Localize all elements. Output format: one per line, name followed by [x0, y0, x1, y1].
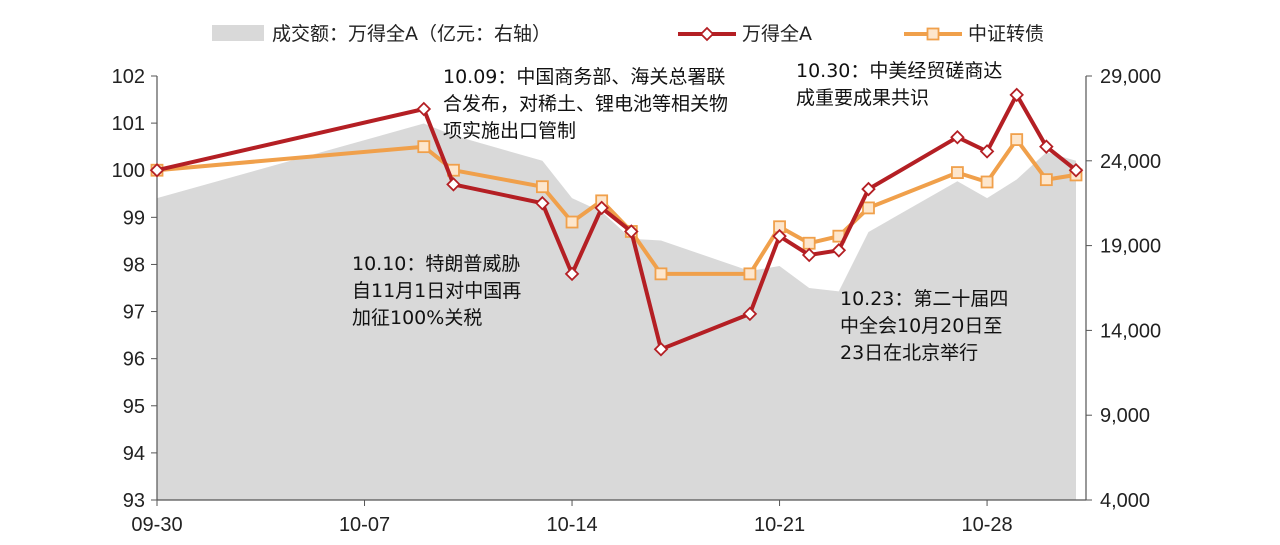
- data-point-wind-all-a: [861, 181, 876, 197]
- data-point-csi-convertible-bond: [1039, 173, 1053, 187]
- legend-item-wind-all-a: 万得全A: [678, 23, 812, 45]
- data-point-wind-all-a: [446, 177, 461, 192]
- annotation-line: 23日在北京举行: [840, 342, 978, 364]
- data-point-csi-convertible-bond: [862, 201, 875, 215]
- y-tick-label-right: 19,000: [1100, 236, 1161, 258]
- data-point-wind-all-a: [1039, 139, 1054, 154]
- data-point-wind-all-a: [801, 247, 817, 263]
- legend-label-csi-convertible-bond: 中证转债: [968, 23, 1044, 45]
- data-point-csi-convertible-bond: [417, 140, 431, 154]
- data-point-wind-all-a: [742, 306, 758, 322]
- data-point-csi-convertible-bond: [951, 166, 964, 179]
- data-point-wind-all-a: [149, 162, 165, 178]
- legend-marker-wind-all-a: [699, 26, 715, 42]
- annotation-line: 成重要成果共识: [796, 87, 929, 109]
- y-tick-label-right: 4,000: [1100, 490, 1150, 512]
- data-point-csi-convertible-bond: [654, 267, 668, 281]
- legend-swatch-turnover: [212, 25, 264, 41]
- y-tick-label-left: 97: [123, 302, 145, 324]
- x-tick-label: 09-30: [131, 514, 182, 536]
- y-tick-label-left: 94: [123, 443, 145, 465]
- data-point-wind-all-a: [979, 144, 995, 159]
- x-tick-label: 10-07: [339, 514, 390, 536]
- y-tick-label-left: 101: [112, 113, 145, 135]
- data-point-wind-all-a: [564, 266, 580, 282]
- annotation-line: 10.23：第二十届四: [840, 288, 1008, 310]
- legend-marker-csi-convertible-bond: [926, 27, 940, 41]
- y-tick-label-left: 98: [123, 254, 145, 276]
- area-layer: [157, 123, 1076, 500]
- data-point-csi-convertible-bond: [535, 180, 549, 194]
- data-point-csi-convertible-bond: [980, 175, 994, 189]
- y-tick-label-left: 102: [112, 66, 145, 88]
- data-point-wind-all-a: [416, 101, 432, 117]
- data-point-csi-convertible-bond: [565, 215, 579, 229]
- data-point-wind-all-a: [594, 200, 609, 216]
- data-point-wind-all-a: [624, 224, 639, 239]
- data-point-csi-convertible-bond: [1010, 133, 1024, 147]
- x-tick-label: 10-14: [546, 514, 597, 536]
- y-tick-label-right: 24,000: [1100, 151, 1161, 173]
- y-tick-label-left: 96: [123, 349, 145, 371]
- data-point-csi-convertible-bond: [743, 267, 757, 281]
- x-tick-label: 10-21: [754, 514, 805, 536]
- line-layer: [149, 87, 1084, 357]
- data-point-wind-all-a: [831, 243, 847, 258]
- annotation-line: 加征100%关税: [352, 307, 482, 329]
- y-tick-label-left: 99: [123, 207, 145, 229]
- line-series-csi-convertible-bond: [156, 137, 1077, 276]
- y-tick-label-left: 100: [112, 160, 145, 182]
- y-tick-label-right: 9,000: [1100, 405, 1150, 427]
- y-tick-label-left: 95: [123, 396, 145, 418]
- legend-label-wind-all-a: 万得全A: [742, 23, 812, 45]
- annotation-line: 合发布，对稀土、锂电池等相关物: [443, 93, 728, 115]
- x-tick-label: 10-28: [961, 514, 1012, 536]
- annotation-line: 项实施出口管制: [443, 120, 576, 142]
- data-point-wind-all-a: [653, 341, 669, 357]
- data-point-wind-all-a: [1068, 162, 1084, 178]
- data-point-wind-all-a: [950, 129, 965, 145]
- legend-label-turnover: 成交额：万得全A（亿元：右轴）: [272, 23, 551, 45]
- annotation-line: 10.10：特朗普威胁: [352, 253, 520, 275]
- data-point-wind-all-a: [535, 195, 550, 211]
- data-point-wind-all-a: [772, 228, 787, 244]
- data-point-wind-all-a: [1009, 87, 1024, 103]
- annotation-line: 10.30：中美经贸磋商达: [796, 60, 1002, 82]
- y-tick-label-right: 14,000: [1100, 320, 1161, 342]
- legend-item-csi-convertible-bond: 中证转债: [904, 23, 1044, 45]
- annotation-line: 10.09：中国商务部、海关总署联: [443, 66, 725, 88]
- axis-layer: 93 94 95 96 97 98 99 100 101 102 4,000 9,000 14,000 1…: [112, 66, 1162, 536]
- y-tick-label-right: 29,000: [1100, 66, 1161, 88]
- data-point-csi-convertible-bond: [802, 236, 816, 250]
- line-series-wind-all-a: [156, 92, 1078, 352]
- annotation-line: 中全会10月20日至: [840, 315, 1002, 337]
- annotations: 10.09：中国商务部、海关总署联合发布，对稀土、锂电池等相关物项实施出口管制1…: [352, 60, 1008, 364]
- legend: 成交额：万得全A（亿元：右轴） 万得全A 中证转债: [212, 23, 1044, 45]
- y-tick-label-left: 93: [123, 490, 145, 512]
- legend-item-turnover: 成交额：万得全A（亿元：右轴）: [212, 23, 551, 45]
- area-series-turnover: [157, 123, 1076, 500]
- annotation-line: 自11月1日对中国再: [352, 280, 521, 302]
